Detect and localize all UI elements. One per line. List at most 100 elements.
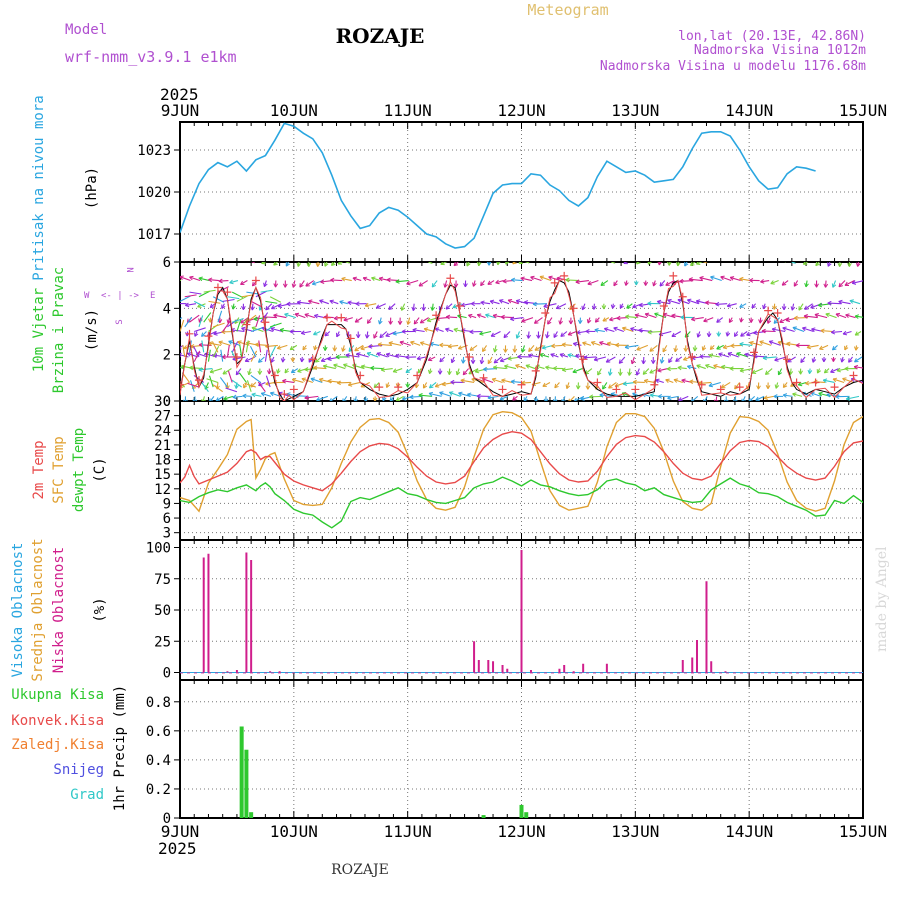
wind-arrow bbox=[624, 344, 639, 348]
wind-arrowhead bbox=[572, 341, 578, 347]
wind-arrow bbox=[208, 278, 219, 282]
wind-arrow bbox=[413, 317, 420, 325]
x-tick-label-top: 9JUN bbox=[161, 101, 200, 120]
wind-arrow bbox=[244, 382, 257, 388]
wind-arrow bbox=[560, 331, 568, 337]
wind-arrowhead bbox=[802, 326, 807, 332]
wind-arrowhead bbox=[452, 304, 458, 309]
wind-arrowhead bbox=[296, 300, 302, 305]
wind-arrowhead bbox=[722, 344, 728, 350]
wind-arrowhead bbox=[572, 255, 576, 259]
wind-arrowhead bbox=[366, 257, 370, 261]
wind-arrow bbox=[416, 356, 426, 360]
y-tick-label: 15 bbox=[154, 467, 171, 483]
wind-arrow bbox=[264, 349, 268, 362]
wind-arrow bbox=[206, 378, 219, 383]
wind-arrow bbox=[854, 331, 862, 336]
wind-arrowhead bbox=[636, 346, 641, 351]
wind-arrowhead bbox=[568, 320, 574, 325]
wind-arrow bbox=[691, 317, 704, 321]
y-tick-label: 0 bbox=[163, 666, 171, 682]
wind-arrow bbox=[534, 317, 543, 324]
wind-arrowhead bbox=[590, 257, 594, 261]
wind-arrowhead bbox=[343, 317, 348, 322]
wind-arrowhead bbox=[378, 276, 384, 282]
wind-arrowhead bbox=[819, 345, 824, 351]
wind-arrow bbox=[787, 356, 796, 363]
wind-arrow bbox=[246, 291, 259, 295]
wind-arrow bbox=[696, 364, 706, 370]
wind-arrow bbox=[207, 349, 211, 362]
wind-arrowhead bbox=[543, 303, 548, 309]
wind-arrow bbox=[255, 343, 269, 346]
wind-arrowhead bbox=[495, 279, 500, 285]
wind-arrow bbox=[734, 382, 741, 390]
wind-arrowhead bbox=[600, 281, 605, 286]
wind-arrowhead bbox=[299, 358, 305, 363]
wind-arrowhead bbox=[563, 255, 567, 259]
wind-arrowhead bbox=[296, 262, 302, 267]
wind-arrowhead bbox=[487, 359, 492, 365]
wind-arrowhead bbox=[710, 275, 715, 281]
wind-arrow bbox=[315, 356, 322, 363]
wind-arrowhead bbox=[659, 282, 664, 287]
wind-arrowhead bbox=[476, 313, 482, 318]
wind-arrow bbox=[240, 280, 248, 286]
wind-arrowhead bbox=[654, 312, 659, 317]
wind-arrow bbox=[258, 381, 266, 387]
wind-arrowhead bbox=[221, 354, 226, 360]
wind-arrowhead bbox=[650, 359, 656, 364]
wind-arrowhead bbox=[561, 342, 566, 348]
wind-arrow bbox=[376, 303, 386, 309]
wind-arrowhead bbox=[739, 318, 744, 323]
wind-arrowhead bbox=[795, 343, 800, 348]
wind-arrow bbox=[716, 317, 724, 323]
wind-marker bbox=[678, 292, 687, 301]
wind-arrowhead bbox=[223, 395, 228, 401]
wind-arrow bbox=[605, 356, 616, 363]
wind-arrow bbox=[487, 280, 495, 285]
wind-arrowhead bbox=[362, 276, 368, 282]
wind-arrowhead bbox=[480, 300, 485, 306]
wind-arrowhead bbox=[251, 392, 256, 398]
wind-arrow bbox=[241, 316, 250, 328]
wind-arrowhead bbox=[447, 370, 452, 375]
wind-arrowhead bbox=[739, 276, 744, 282]
wind-arrowhead bbox=[853, 364, 859, 370]
wind-arrow bbox=[297, 301, 310, 305]
wind-arrow bbox=[301, 330, 311, 334]
wind-arrow bbox=[304, 313, 315, 319]
wind-arrowhead bbox=[682, 356, 688, 361]
wind-arrowhead bbox=[532, 301, 537, 307]
precip-ylabel: 1hr Precip (mm) bbox=[112, 685, 128, 811]
y-tick-label: 3 bbox=[163, 526, 171, 542]
wind-arrow bbox=[379, 331, 388, 339]
wind-arrow bbox=[448, 344, 459, 348]
wind-arrowhead bbox=[174, 364, 178, 368]
wind-arrowhead bbox=[831, 329, 836, 335]
wind-arrowhead bbox=[762, 304, 767, 310]
wind-marker bbox=[569, 304, 578, 313]
wind-marker bbox=[465, 352, 474, 361]
wind-arrow bbox=[342, 345, 345, 352]
wind-arrowhead bbox=[541, 345, 547, 350]
wind-arrow bbox=[250, 300, 263, 308]
wind-arrowhead bbox=[853, 346, 859, 351]
wind-marker bbox=[289, 385, 298, 394]
wind-marker bbox=[498, 385, 507, 394]
wind-marker bbox=[479, 373, 488, 382]
wind-arrow bbox=[297, 262, 300, 267]
wind-arrow bbox=[777, 368, 783, 376]
wind-arrowhead bbox=[593, 356, 599, 362]
wind-arrow bbox=[198, 315, 204, 328]
wind-arrow bbox=[180, 382, 186, 388]
wind-arrowhead bbox=[680, 315, 685, 320]
wind-arrowhead bbox=[655, 378, 660, 384]
wind-arrowhead bbox=[713, 399, 719, 401]
wind-arrowhead bbox=[385, 383, 391, 388]
wind-arrowhead bbox=[766, 319, 772, 324]
wind-arrow bbox=[428, 392, 442, 397]
coords-text: lon,lat (20.13E, 42.86N) bbox=[678, 29, 866, 44]
wind-arrowhead bbox=[512, 262, 517, 265]
wind-arrow bbox=[224, 257, 233, 260]
